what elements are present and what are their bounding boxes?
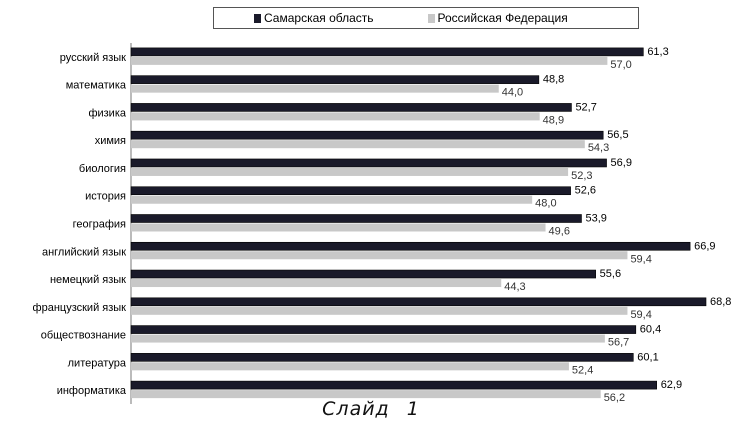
slide-label: Слайд 1	[322, 398, 420, 420]
data-label-samara-история: 52,6	[575, 185, 596, 197]
category-label-французский-язык: французский язык	[33, 302, 127, 314]
bar-samara-литература	[130, 353, 634, 362]
bar-samara-информатика	[130, 380, 657, 390]
category-label-русский-язык: русский язык	[60, 52, 126, 64]
bar-russia-география	[131, 223, 546, 232]
bar-russia-физика	[131, 112, 540, 121]
category-label-история: история	[85, 191, 126, 203]
bar-samara-немецкий-язык	[130, 269, 596, 279]
legend-label-samara: Самарская область	[264, 11, 374, 25]
bar-samara-физика	[130, 103, 572, 112]
data-label-russia-французский-язык: 59,4	[630, 309, 651, 321]
bar-russia-английский-язык	[131, 251, 628, 260]
category-label-литература: литература	[68, 357, 127, 369]
bar-samara-химия	[130, 130, 604, 140]
data-label-samara-французский-язык: 68,8	[710, 296, 731, 308]
data-label-russia-география: 49,6	[549, 226, 570, 238]
data-label-samara-русский-язык: 61,3	[647, 46, 668, 58]
legend-item-samara: Самарская область	[254, 11, 374, 25]
data-label-russia-информатика: 56,2	[604, 392, 625, 404]
bar-samara-история	[130, 186, 571, 196]
bar-russia-немецкий-язык	[131, 279, 502, 288]
data-label-samara-обществознание: 60,4	[640, 324, 661, 336]
category-label-география: география	[73, 219, 126, 231]
bar-samara-география	[130, 214, 582, 223]
category-label-математика: математика	[66, 80, 127, 92]
category-label-информатика: информатика	[57, 385, 127, 397]
bar-russia-химия	[131, 140, 585, 149]
bar-samara-французский-язык	[130, 297, 707, 307]
bar-samara-русский-язык	[130, 47, 644, 57]
legend-swatch-samara	[254, 13, 261, 23]
bar-russia-французский-язык	[131, 306, 628, 315]
data-label-russia-химия: 54,3	[588, 142, 609, 154]
data-label-russia-русский-язык: 57,0	[610, 59, 631, 71]
bar-russia-математика	[131, 84, 499, 93]
data-label-russia-немецкий-язык: 44,3	[504, 281, 525, 293]
data-label-samara-английский-язык: 66,9	[694, 240, 715, 252]
data-label-russia-физика: 48,9	[543, 114, 564, 126]
data-label-russia-математика: 44,0	[502, 87, 523, 99]
bar-russia-обществознание	[131, 334, 605, 343]
data-label-samara-литература: 60,1	[637, 351, 658, 363]
bar-samara-английский-язык	[130, 241, 691, 251]
category-label-физика: физика	[88, 107, 126, 119]
data-label-samara-биология: 56,9	[611, 157, 632, 169]
category-label-химия: химия	[95, 135, 126, 147]
data-label-samara-физика: 52,7	[575, 101, 596, 113]
data-label-samara-география: 53,9	[585, 213, 606, 225]
data-label-russia-биология: 52,3	[571, 170, 592, 182]
data-label-russia-литература: 52,4	[572, 364, 593, 376]
category-label-биология: биология	[79, 163, 126, 175]
legend-swatch-russia	[427, 13, 435, 23]
bar-samara-обществознание	[130, 325, 637, 334]
category-label-обществознание: обществознание	[41, 330, 126, 342]
data-label-samara-математика: 48,8	[543, 74, 564, 86]
legend-item-russia: Российская Федерация	[427, 11, 568, 25]
bar-samara-математика	[130, 75, 540, 84]
data-label-samara-информатика: 62,9	[661, 379, 682, 391]
bar-russia-литература	[131, 362, 569, 371]
category-label-английский-язык: английский язык	[42, 246, 126, 258]
data-label-samara-немецкий-язык: 55,6	[600, 268, 621, 280]
data-label-samara-химия: 56,5	[607, 129, 628, 141]
category-label-немецкий-язык: немецкий язык	[50, 274, 126, 286]
bar-samara-биология	[130, 158, 607, 168]
bar-russia-русский-язык	[131, 56, 608, 65]
bar-russia-информатика	[131, 390, 601, 399]
chart-legend: Самарская область Российская Федерация	[213, 7, 639, 29]
legend-label-russia: Российская Федерация	[437, 11, 568, 25]
data-label-russia-история: 48,0	[535, 198, 556, 210]
data-label-russia-английский-язык: 59,4	[630, 253, 651, 265]
bar-russia-история	[131, 195, 533, 204]
bar-russia-биология	[131, 167, 569, 176]
data-label-russia-обществознание: 56,7	[608, 337, 629, 349]
